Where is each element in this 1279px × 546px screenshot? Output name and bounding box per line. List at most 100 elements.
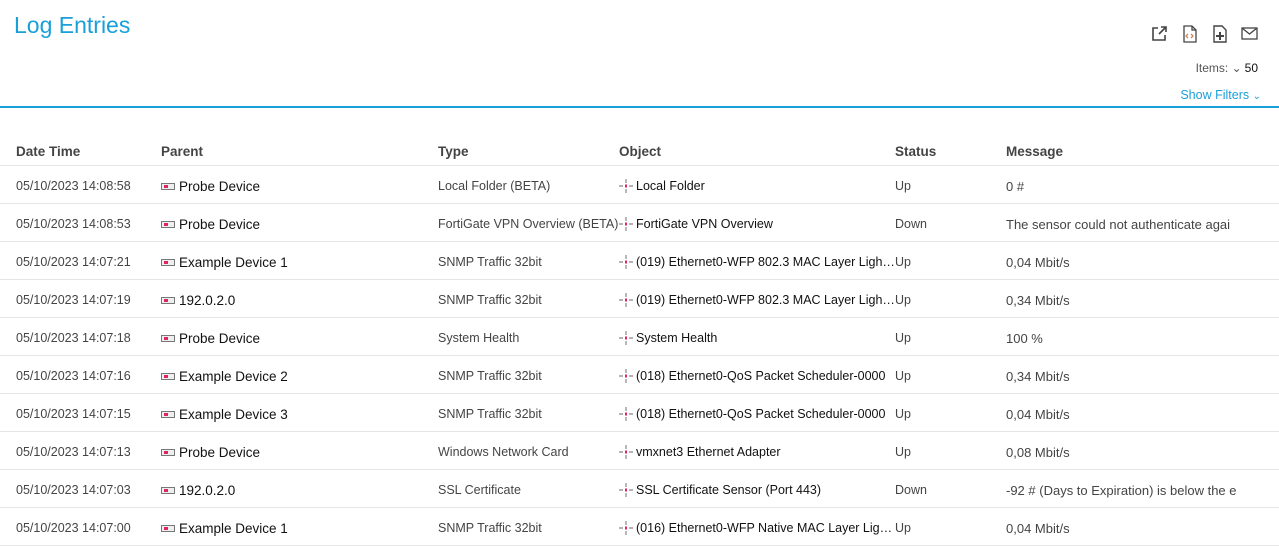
- parent-cell[interactable]: Probe Device: [161, 317, 438, 356]
- parent-link[interactable]: Example Device 3: [179, 406, 288, 422]
- parent-link[interactable]: Probe Device: [179, 330, 261, 346]
- type-cell: SNMP Traffic 32bit: [438, 241, 619, 280]
- device-icon: [161, 182, 175, 190]
- sensor-icon: [619, 521, 633, 535]
- parent-link[interactable]: Probe Device: [179, 444, 261, 460]
- parent-link[interactable]: Example Device 1: [179, 520, 288, 536]
- column-header[interactable]: Date Time: [0, 138, 161, 166]
- device-icon: [161, 410, 175, 418]
- type-cell: SNMP Traffic 32bit: [438, 355, 619, 394]
- parent-cell[interactable]: Example Device 2: [161, 355, 438, 394]
- parent-link[interactable]: 192.0.2.0: [179, 292, 236, 308]
- object-cell[interactable]: (018) Ethernet0-QoS Packet Scheduler-000…: [619, 355, 895, 394]
- parent-cell[interactable]: Probe Device: [161, 431, 438, 470]
- object-link[interactable]: (019) Ethernet0-WFP 802.3 MAC Layer Ligh…: [636, 293, 895, 307]
- object-link[interactable]: vmxnet3 Ethernet Adapter: [636, 445, 781, 459]
- date-time: 05/10/2023 14:07:21: [0, 241, 161, 280]
- parent-cell[interactable]: 192.0.2.0: [161, 469, 438, 508]
- object-link[interactable]: Local Folder: [636, 179, 705, 193]
- type-cell: Windows Network Card: [438, 431, 619, 470]
- object-cell[interactable]: (016) Ethernet0-WFP Native MAC Layer Lig…: [619, 507, 895, 546]
- table-row[interactable]: 05/10/2023 14:07:19 192.0.2.0 SNMP Traff…: [0, 279, 1279, 318]
- column-header[interactable]: Status: [895, 138, 1006, 166]
- object-cell[interactable]: vmxnet3 Ethernet Adapter: [619, 431, 895, 470]
- status-cell: Up: [895, 279, 1006, 318]
- table-row[interactable]: 05/10/2023 14:07:15 Example Device 3 SNM…: [0, 393, 1279, 432]
- type-cell: FortiGate VPN Overview (BETA): [438, 203, 619, 242]
- table-row[interactable]: 05/10/2023 14:07:21 Example Device 1 SNM…: [0, 241, 1279, 280]
- object-cell[interactable]: SSL Certificate Sensor (Port 443): [619, 469, 895, 508]
- table-row[interactable]: 05/10/2023 14:08:53 Probe Device FortiGa…: [0, 203, 1279, 242]
- status-cell: Up: [895, 507, 1006, 546]
- object-link[interactable]: (016) Ethernet0-WFP Native MAC Layer Lig…: [636, 521, 895, 535]
- message-cell: 0,08 Mbit/s: [1006, 431, 1255, 470]
- column-header[interactable]: Parent: [161, 138, 438, 166]
- message-cell: 0,04 Mbit/s: [1006, 393, 1255, 432]
- status-cell: Up: [895, 393, 1006, 432]
- add-file-icon[interactable]: [1210, 24, 1229, 43]
- parent-link[interactable]: Probe Device: [179, 216, 261, 232]
- parent-link[interactable]: Example Device 1: [179, 254, 288, 270]
- type-cell: SNMP Traffic 32bit: [438, 507, 619, 546]
- object-cell[interactable]: FortiGate VPN Overview: [619, 203, 895, 242]
- table-row[interactable]: 05/10/2023 14:08:58 Probe Device Local F…: [0, 165, 1279, 204]
- date-time: 05/10/2023 14:07:03: [0, 469, 161, 508]
- parent-cell[interactable]: Example Device 3: [161, 393, 438, 432]
- table-row[interactable]: 05/10/2023 14:07:00 Example Device 1 SNM…: [0, 507, 1279, 546]
- table-row[interactable]: 05/10/2023 14:07:16 Example Device 2 SNM…: [0, 355, 1279, 394]
- object-cell[interactable]: (019) Ethernet0-WFP 802.3 MAC Layer Ligh…: [619, 241, 895, 280]
- object-cell[interactable]: Local Folder: [619, 165, 895, 204]
- column-header[interactable]: Message: [1006, 138, 1255, 166]
- email-icon[interactable]: [1240, 24, 1259, 43]
- status-cell: Up: [895, 355, 1006, 394]
- type-cell: System Health: [438, 317, 619, 356]
- object-link[interactable]: (019) Ethernet0-WFP 802.3 MAC Layer Ligh…: [636, 255, 895, 269]
- parent-cell[interactable]: 192.0.2.0: [161, 279, 438, 318]
- object-link[interactable]: SSL Certificate Sensor (Port 443): [636, 483, 822, 497]
- object-link[interactable]: (018) Ethernet0-QoS Packet Scheduler-000…: [636, 407, 886, 421]
- object-cell[interactable]: (018) Ethernet0-QoS Packet Scheduler-000…: [619, 393, 895, 432]
- device-icon: [161, 486, 175, 494]
- message-cell: The sensor could not authenticate agai: [1006, 203, 1255, 242]
- object-link[interactable]: System Health: [636, 331, 718, 345]
- sensor-icon: [619, 217, 633, 231]
- toolbar: [1150, 24, 1259, 43]
- object-link[interactable]: FortiGate VPN Overview: [636, 217, 773, 231]
- device-icon: [161, 524, 175, 532]
- external-link-icon[interactable]: [1150, 24, 1169, 43]
- message-cell: 0 #: [1006, 165, 1255, 204]
- date-time: 05/10/2023 14:07:19: [0, 279, 161, 318]
- message-cell: 0,34 Mbit/s: [1006, 279, 1255, 318]
- device-icon: [161, 296, 175, 304]
- show-filters-link[interactable]: Show Filters ⌄: [1180, 88, 1261, 102]
- status-cell: Up: [895, 241, 1006, 280]
- column-header[interactable]: Type: [438, 138, 619, 166]
- object-link[interactable]: (018) Ethernet0-QoS Packet Scheduler-000…: [636, 369, 886, 383]
- type-cell: SNMP Traffic 32bit: [438, 279, 619, 318]
- table-row[interactable]: 05/10/2023 14:07:18 Probe Device System …: [0, 317, 1279, 356]
- items-per-page[interactable]: Items: ⌄ 50: [1195, 61, 1258, 75]
- export-xml-icon[interactable]: [1180, 24, 1199, 43]
- object-cell[interactable]: (019) Ethernet0-WFP 802.3 MAC Layer Ligh…: [619, 279, 895, 318]
- page-title: Log Entries: [14, 12, 131, 38]
- parent-link[interactable]: Example Device 2: [179, 368, 288, 384]
- status-cell: Up: [895, 165, 1006, 204]
- sensor-icon: [619, 255, 633, 269]
- sensor-icon: [619, 293, 633, 307]
- status-cell: Down: [895, 469, 1006, 508]
- table-row[interactable]: 05/10/2023 14:07:13 Probe Device Windows…: [0, 431, 1279, 470]
- object-cell[interactable]: System Health: [619, 317, 895, 356]
- parent-link[interactable]: 192.0.2.0: [179, 482, 236, 498]
- type-cell: SNMP Traffic 32bit: [438, 393, 619, 432]
- status-cell: Up: [895, 431, 1006, 470]
- message-cell: 100 %: [1006, 317, 1255, 356]
- parent-cell[interactable]: Example Device 1: [161, 241, 438, 280]
- parent-cell[interactable]: Probe Device: [161, 203, 438, 242]
- date-time: 05/10/2023 14:08:53: [0, 203, 161, 242]
- table-row[interactable]: 05/10/2023 14:07:03 192.0.2.0 SSL Certif…: [0, 469, 1279, 508]
- parent-cell[interactable]: Probe Device: [161, 165, 438, 204]
- column-header[interactable]: Object: [619, 138, 895, 166]
- parent-link[interactable]: Probe Device: [179, 178, 261, 194]
- parent-cell[interactable]: Example Device 1: [161, 507, 438, 546]
- message-cell: 0,04 Mbit/s: [1006, 507, 1255, 546]
